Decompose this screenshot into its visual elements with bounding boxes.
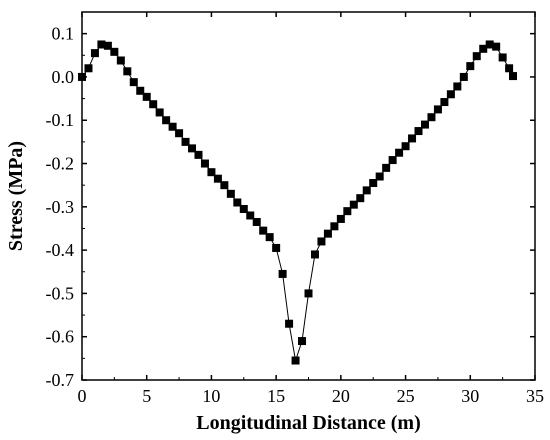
data-point xyxy=(168,122,177,131)
x-tick-label: 0 xyxy=(78,386,87,406)
data-point xyxy=(136,86,145,95)
data-point xyxy=(200,159,209,168)
data-point xyxy=(90,49,99,58)
data-point xyxy=(207,168,216,177)
data-point xyxy=(181,137,190,146)
data-point xyxy=(272,243,281,252)
y-tick-label: -0.6 xyxy=(46,327,75,347)
data-point xyxy=(362,186,371,195)
data-point xyxy=(433,105,442,114)
data-point xyxy=(129,78,138,87)
data-point xyxy=(188,144,197,153)
x-tick-label: 35 xyxy=(526,386,544,406)
data-point xyxy=(246,211,255,220)
data-point xyxy=(492,42,501,51)
data-point xyxy=(239,204,248,213)
y-tick-label: -0.4 xyxy=(46,240,75,260)
x-tick-label: 20 xyxy=(332,386,350,406)
data-point xyxy=(375,172,384,181)
data-point xyxy=(213,174,222,183)
data-point xyxy=(395,148,404,157)
x-tick-label: 5 xyxy=(142,386,151,406)
data-point xyxy=(323,229,332,238)
data-point xyxy=(472,52,481,61)
data-point xyxy=(382,163,391,172)
data-point xyxy=(388,156,397,165)
data-point xyxy=(298,337,307,346)
x-tick-label: 15 xyxy=(267,386,285,406)
data-point xyxy=(414,127,423,136)
x-tick-label: 25 xyxy=(397,386,415,406)
data-point xyxy=(142,92,151,101)
data-point xyxy=(440,98,449,107)
data-point xyxy=(226,189,235,198)
y-tick-label: -0.3 xyxy=(46,197,75,217)
y-tick-label: -0.2 xyxy=(46,154,75,174)
data-point xyxy=(291,356,300,365)
data-point xyxy=(479,44,488,53)
data-point xyxy=(304,289,313,298)
data-point xyxy=(349,200,358,209)
data-point xyxy=(343,207,352,216)
data-point xyxy=(78,72,86,81)
data-point xyxy=(252,217,261,226)
data-point xyxy=(336,214,345,223)
y-tick-label: -0.1 xyxy=(46,110,75,130)
data-point xyxy=(233,198,242,207)
data-point xyxy=(285,319,294,328)
data-point xyxy=(453,82,462,91)
data-point xyxy=(498,53,507,62)
data-point xyxy=(175,129,184,138)
data-point xyxy=(420,120,429,129)
data-point xyxy=(356,194,365,203)
y-axis-title: Stress (MPa) xyxy=(5,141,27,251)
data-point xyxy=(505,64,514,73)
data-point xyxy=(103,41,112,50)
data-point xyxy=(149,100,158,109)
data-point xyxy=(220,181,229,190)
x-axis-title: Longitudinal Distance (m) xyxy=(196,412,420,434)
data-point xyxy=(278,269,287,278)
data-point xyxy=(84,64,93,73)
data-point xyxy=(162,116,171,125)
data-point xyxy=(459,72,468,81)
data-point xyxy=(466,62,475,71)
data-point xyxy=(330,222,339,231)
data-point xyxy=(116,56,125,65)
data-point xyxy=(155,108,164,117)
data-point xyxy=(317,237,326,246)
x-tick-label: 30 xyxy=(461,386,479,406)
data-point xyxy=(408,134,417,143)
y-tick-label: -0.5 xyxy=(46,283,75,303)
data-point xyxy=(110,47,119,56)
data-point xyxy=(97,40,106,49)
data-point xyxy=(194,150,203,159)
y-tick-label: 0.0 xyxy=(52,67,75,87)
data-point xyxy=(259,226,268,235)
data-point xyxy=(310,250,319,259)
data-point xyxy=(401,142,410,151)
data-point xyxy=(446,90,455,99)
data-point xyxy=(427,113,436,122)
data-point xyxy=(265,233,274,242)
x-tick-label: 10 xyxy=(202,386,220,406)
data-point xyxy=(485,40,494,49)
data-point xyxy=(369,179,378,188)
y-tick-label: 0.1 xyxy=(52,24,75,44)
y-tick-label: -0.7 xyxy=(46,370,75,390)
data-point xyxy=(508,72,517,81)
data-point xyxy=(123,67,132,76)
